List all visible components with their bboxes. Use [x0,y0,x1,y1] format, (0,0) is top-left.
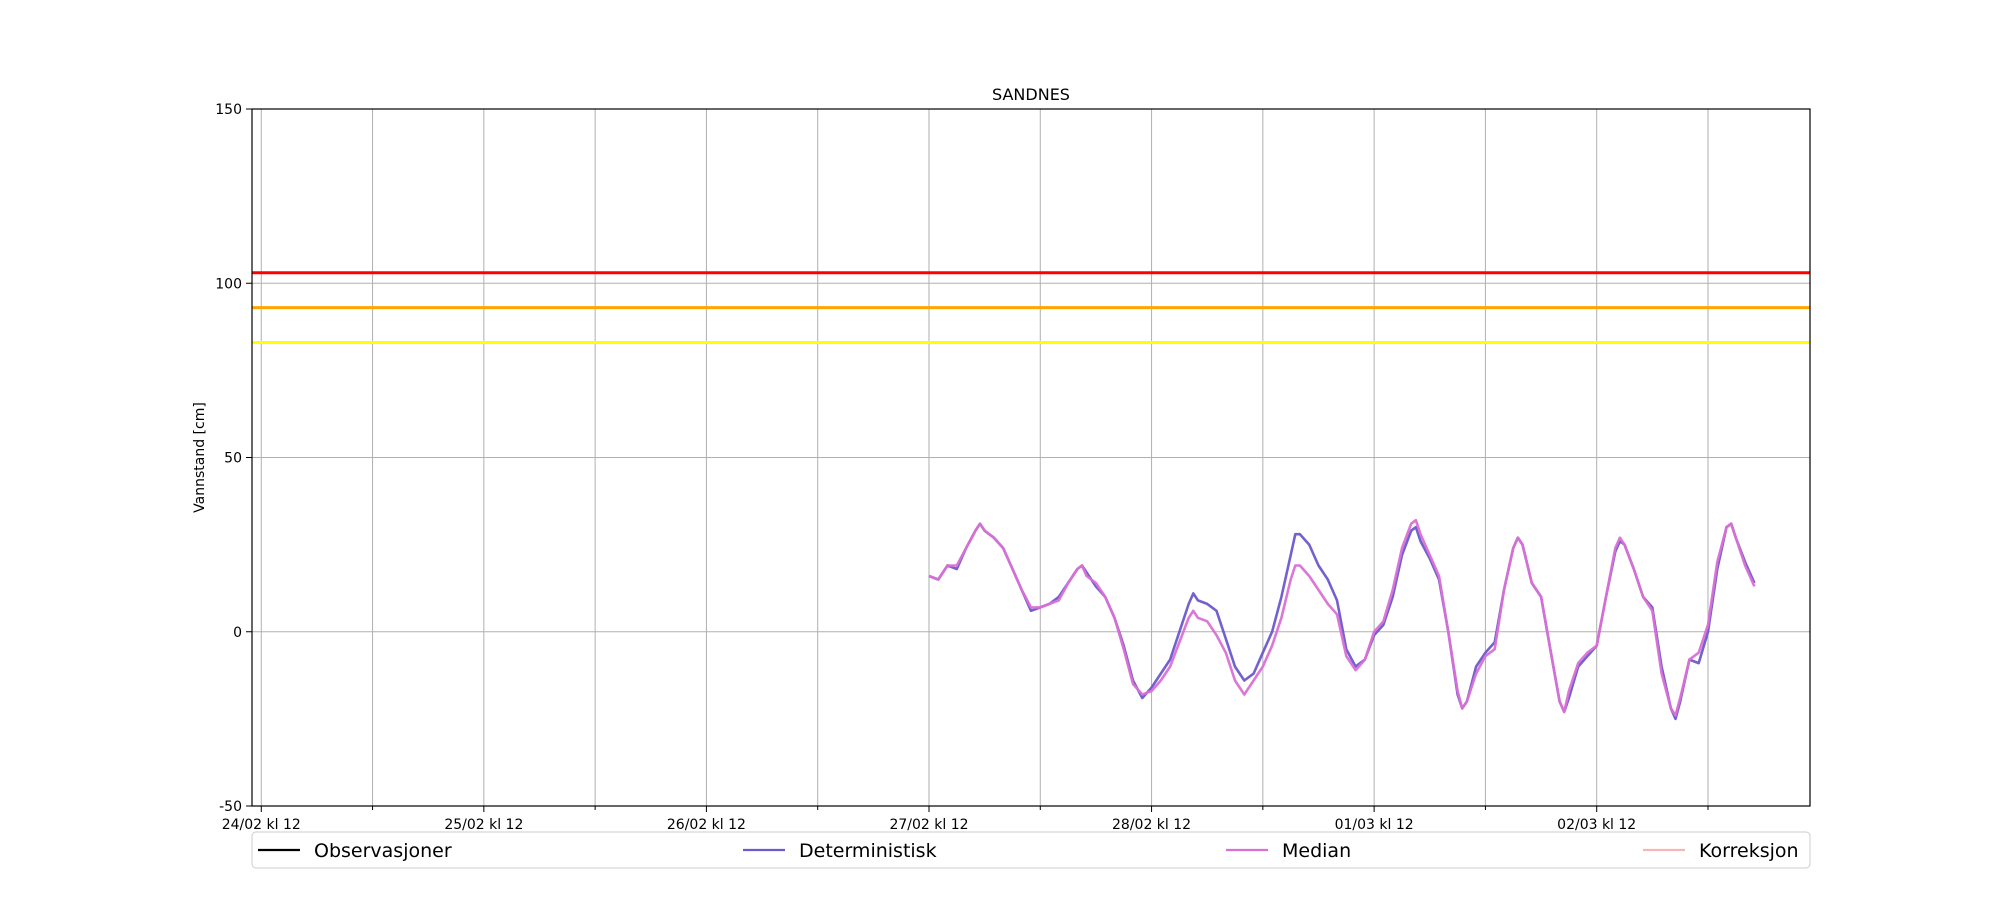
y-tick-label: -50 [219,799,242,815]
legend-label-deterministisk: Deterministisk [799,840,937,862]
series-line-deterministisk [928,522,1756,721]
grid-lines [252,108,1810,807]
series-line-median [928,518,1756,717]
legend-label-median: Median [1282,840,1351,862]
y-tick-label: 0 [233,625,242,641]
legend-label-korreksjon: Korreksjon [1699,840,1799,862]
x-tick-label: 26/02 kl 12 [667,817,746,833]
x-tick-label: 28/02 kl 12 [1112,817,1191,833]
x-tick-label: 25/02 kl 12 [444,817,523,833]
legend-label-observasjoner: Observasjoner [314,840,452,862]
axis-ticks: 24/02 kl 12 25/02 kl 12 26/02 kl 12 27/02 k… [215,102,1709,833]
threshold-lines [252,271,1810,344]
y-tick-label: 50 [224,451,242,467]
chart-title: SANDNES [992,85,1070,104]
y-tick-label: 150 [215,102,242,118]
x-tick-label: 24/02 kl 12 [222,817,301,833]
legend: Observasjoner Deterministisk Median Korreks… [251,831,1811,869]
y-axis-label: Vannstand [cm] [192,402,208,513]
x-tick-label: 02/03 kl 12 [1557,817,1636,833]
legend-box [251,831,1811,869]
y-tick-label: 100 [215,276,242,292]
x-tick-label: 27/02 kl 12 [889,817,968,833]
x-tick-label: 01/03 kl 12 [1335,817,1414,833]
series-lines [928,518,1756,721]
